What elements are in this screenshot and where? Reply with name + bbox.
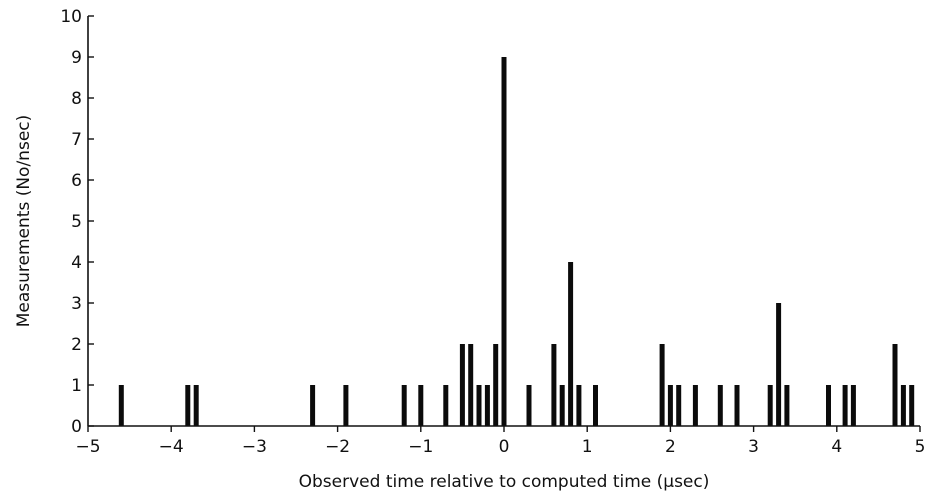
- histogram-bar: [900, 385, 906, 426]
- y-tick-label: 8: [71, 89, 82, 109]
- bars-layer: [118, 57, 915, 426]
- histogram-bar: [468, 344, 474, 426]
- histogram-bar: [593, 385, 598, 426]
- histogram-bar: [842, 385, 848, 426]
- histogram-bar: [559, 385, 565, 426]
- x-tick-label: −5: [75, 437, 100, 457]
- histogram-bar: [850, 385, 856, 426]
- histogram-bar: [484, 385, 490, 426]
- histogram-bar: [892, 344, 898, 426]
- histogram-bar: [343, 385, 349, 426]
- histogram-bar: [826, 385, 831, 426]
- y-tick-label: 7: [71, 130, 82, 150]
- histogram-bar: [459, 344, 465, 426]
- x-tick-label: −4: [159, 437, 184, 457]
- histogram-bar: [784, 385, 790, 426]
- x-tick-label: −3: [242, 437, 267, 457]
- histogram-bar: [310, 385, 316, 426]
- y-axis-title: Measurements (No/nsec): [14, 115, 34, 328]
- histogram-bar: [667, 385, 673, 426]
- x-axis-title: Observed time relative to computed time …: [299, 472, 710, 492]
- histogram-bar: [734, 385, 740, 426]
- histogram-bar: [717, 385, 723, 426]
- histogram-bar: [692, 385, 698, 426]
- x-tick-label: −1: [408, 437, 433, 457]
- histogram-bar: [909, 385, 915, 426]
- histogram-bar: [501, 57, 507, 426]
- x-tick-label: 5: [915, 437, 926, 457]
- histogram-bar: [776, 303, 782, 426]
- histogram-bar: [576, 385, 582, 426]
- histogram-bar: [476, 385, 482, 426]
- y-tick-label: 3: [71, 294, 82, 314]
- histogram-bar: [193, 385, 199, 426]
- y-tick-label: 0: [71, 417, 82, 437]
- y-tick-label: 1: [71, 376, 82, 396]
- histogram-bar: [767, 385, 773, 426]
- histogram-bar: [493, 344, 499, 426]
- x-tick-label: 2: [665, 437, 676, 457]
- x-tick-label: 3: [748, 437, 759, 457]
- histogram-bar: [443, 385, 449, 426]
- y-tick-label: 5: [71, 212, 82, 232]
- y-tick-label: 10: [60, 7, 82, 27]
- histogram-bar: [659, 344, 665, 426]
- histogram-bar: [185, 385, 191, 426]
- histogram-bar: [568, 262, 574, 426]
- x-tick-label: −2: [325, 437, 350, 457]
- y-tick-label: 2: [71, 335, 82, 355]
- histogram-bar: [118, 385, 124, 426]
- y-tick-label: 4: [71, 253, 82, 273]
- histogram-bar: [401, 385, 407, 426]
- y-tick-label: 9: [71, 48, 82, 68]
- x-tick-label: 0: [499, 437, 510, 457]
- x-tick-label: 1: [582, 437, 593, 457]
- x-tick-label: 4: [831, 437, 842, 457]
- y-tick-label: 6: [71, 171, 82, 191]
- histogram-bar: [526, 385, 532, 426]
- histogram-bar: [418, 385, 424, 426]
- ticks-layer: −5 −4 −3 −2 −1 0 1 2 3 4 5 0 1 2 3 4 5 6 7 8 9 10: [60, 7, 925, 457]
- histogram-bar: [551, 344, 557, 426]
- histogram-bar: [676, 385, 682, 426]
